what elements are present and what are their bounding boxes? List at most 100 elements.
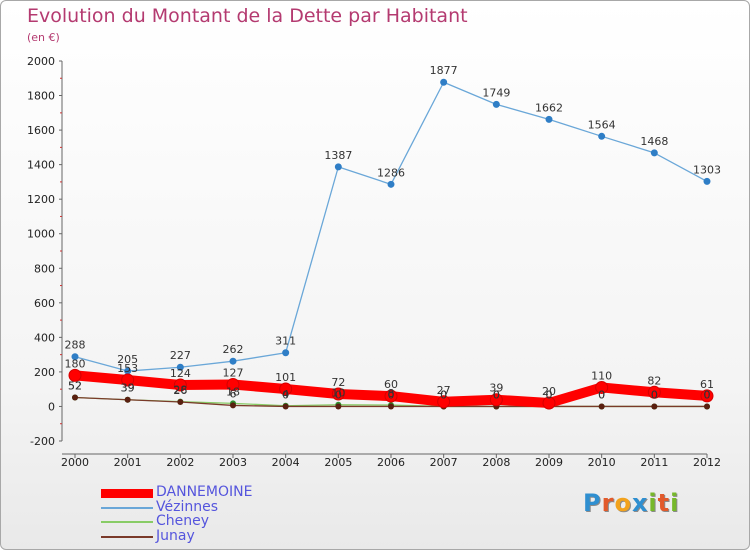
x-tick-label: 2012: [693, 456, 721, 469]
data-label: 288: [65, 339, 86, 352]
x-tick-label: 2002: [166, 456, 194, 469]
x-tick-label: 2006: [377, 456, 405, 469]
legend-swatch: [101, 521, 153, 523]
logo-letter: i: [670, 489, 680, 517]
logo-letter: i: [648, 489, 658, 517]
data-point: [384, 389, 398, 403]
data-label: 1387: [324, 149, 352, 162]
y-tick-label: 600: [34, 297, 55, 310]
data-label: 28: [173, 384, 187, 397]
data-label: 8: [388, 387, 395, 400]
data-label: 0: [546, 388, 553, 401]
data-point: [173, 378, 187, 392]
data-point: [72, 394, 78, 401]
data-point: [489, 393, 503, 407]
data-point: [176, 363, 184, 371]
y-tick-label: 1000: [27, 228, 55, 241]
data-label: 39: [489, 382, 503, 395]
data-point: [334, 163, 342, 171]
data-label: 1303: [693, 163, 721, 176]
y-tick-label: 1400: [27, 159, 55, 172]
data-label: 0: [598, 388, 605, 401]
data-point: [226, 378, 240, 392]
legend-swatch: [101, 506, 153, 509]
data-point: [282, 403, 289, 410]
proxiti-logo: Proxiti: [583, 489, 679, 517]
logo-letter: t: [657, 489, 671, 517]
x-tick-label: 2011: [640, 456, 668, 469]
data-label: 311: [275, 335, 296, 348]
data-label: 0: [704, 388, 711, 401]
legend-label: DANNEMOINE: [156, 484, 253, 500]
data-label: 39: [121, 382, 135, 395]
data-point: [598, 403, 605, 410]
data-point: [650, 149, 658, 157]
data-point: [282, 349, 290, 357]
x-tick-label: 2003: [219, 456, 247, 469]
data-point: [71, 353, 79, 361]
chart-subtitle: (en €): [27, 31, 60, 44]
data-label: 205: [117, 353, 138, 366]
legend-swatch: [101, 535, 153, 538]
data-point: [230, 402, 236, 409]
logo-letter: o: [614, 489, 632, 517]
data-label: 0: [335, 388, 342, 401]
data-label: 0: [651, 388, 658, 401]
data-label: 52: [68, 379, 82, 392]
data-point: [595, 380, 609, 394]
y-tick-label: 1600: [27, 124, 55, 137]
data-label: 124: [170, 367, 191, 380]
data-label: 0: [651, 388, 658, 401]
data-label: 6: [230, 387, 237, 400]
data-point: [545, 115, 553, 123]
data-point: [177, 398, 184, 405]
data-point: [279, 382, 293, 396]
data-point: [68, 368, 82, 382]
data-label: 180: [65, 357, 86, 370]
data-label: 1749: [482, 86, 510, 99]
data-point: [124, 367, 132, 375]
y-tick-label: 400: [34, 331, 55, 344]
data-point: [388, 403, 394, 410]
data-label: 127: [223, 367, 244, 380]
data-label: 82: [647, 374, 661, 387]
data-label: 4: [282, 388, 289, 401]
data-point: [335, 403, 342, 410]
data-point: [229, 357, 237, 365]
data-point: [121, 373, 135, 387]
data-point: [387, 180, 395, 188]
data-label: 18: [226, 385, 240, 398]
x-tick-label: 2009: [535, 456, 563, 469]
data-label: 27: [437, 384, 451, 397]
x-tick-label: 2008: [482, 456, 510, 469]
logo-letter: x: [631, 489, 649, 517]
x-tick-label: 2004: [272, 456, 300, 469]
data-label: 110: [591, 369, 612, 382]
data-label: 10: [331, 387, 345, 400]
x-tick-label: 2010: [588, 456, 616, 469]
data-label: 0: [282, 388, 289, 401]
data-point: [492, 100, 500, 108]
chart-title: Evolution du Montant de la Dette par Hab…: [27, 5, 468, 27]
data-point: [703, 177, 711, 185]
data-label: 262: [223, 343, 244, 356]
data-label: 72: [331, 376, 345, 389]
y-tick-label: 0: [48, 400, 55, 413]
y-tick-label: 1200: [27, 193, 55, 206]
data-point: [542, 396, 556, 410]
data-label: 0: [493, 388, 500, 401]
data-label: 0: [493, 388, 500, 401]
data-label: 52: [68, 379, 82, 392]
data-label: 60: [384, 378, 398, 391]
data-label: 0: [440, 388, 447, 401]
data-label: 0: [440, 388, 447, 401]
data-label: 20: [542, 385, 556, 398]
data-label: 0: [704, 388, 711, 401]
data-point: [704, 403, 710, 410]
legend-label: Vézinnes: [156, 498, 218, 515]
y-tick-label: 1800: [27, 90, 55, 103]
x-tick-label: 2001: [114, 456, 142, 469]
data-label: 1662: [535, 101, 563, 114]
